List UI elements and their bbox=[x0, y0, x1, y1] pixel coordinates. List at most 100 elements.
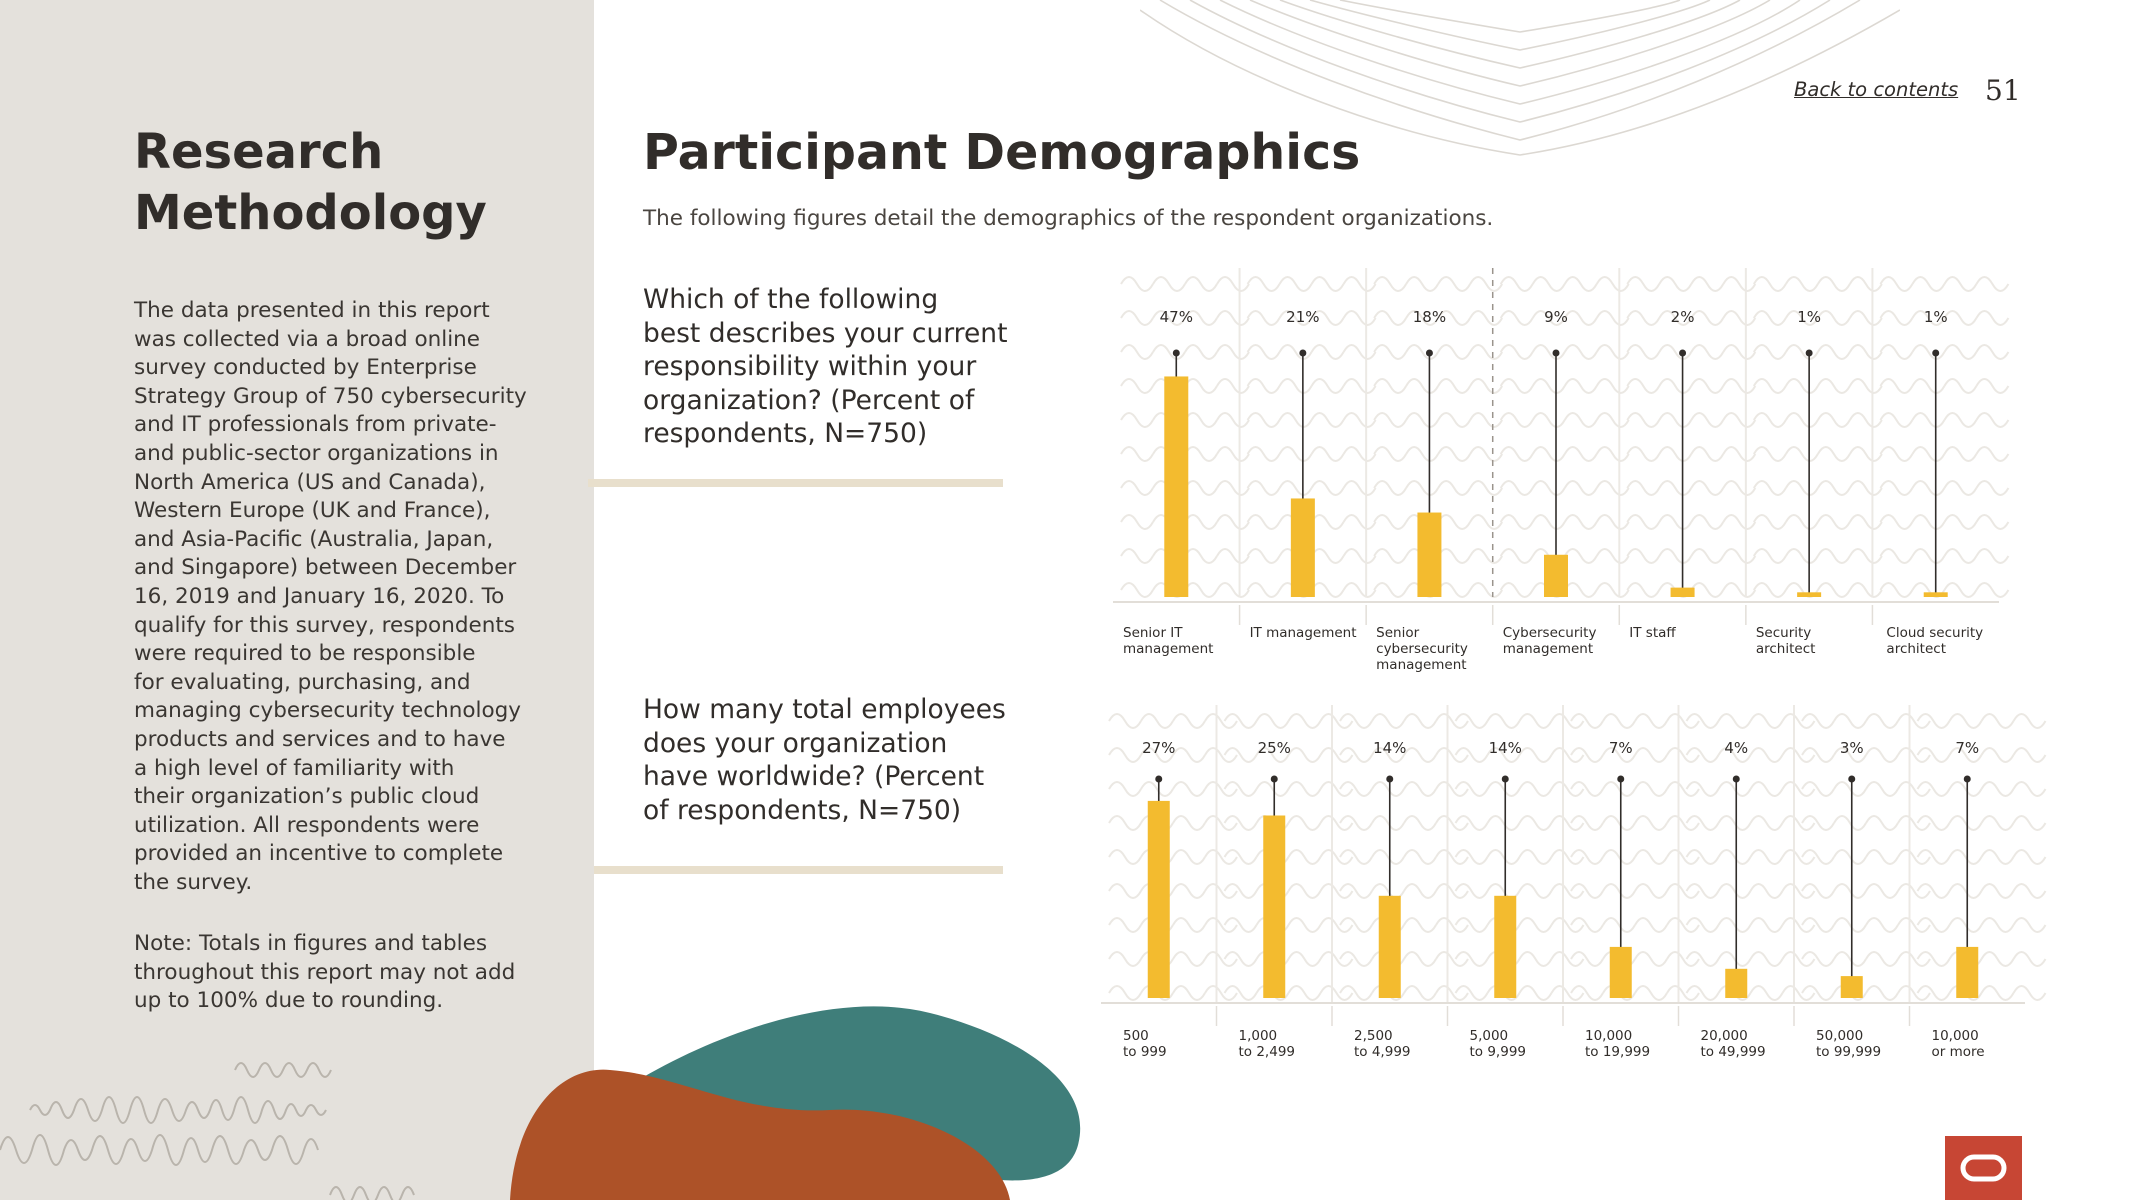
pattern-wave bbox=[1287, 883, 1322, 899]
pattern-wave bbox=[1403, 713, 1437, 729]
pattern-wave bbox=[1749, 951, 1784, 967]
pattern-wave bbox=[1435, 883, 1469, 899]
pattern-wave bbox=[1658, 412, 1693, 428]
pattern-wave bbox=[1120, 582, 1154, 598]
pattern-wave bbox=[1255, 713, 1290, 729]
pattern-wave bbox=[1595, 344, 1630, 360]
pattern-wave bbox=[1563, 582, 1598, 598]
oracle-logo-icon bbox=[1960, 1154, 2007, 1182]
pattern-wave bbox=[1943, 344, 1978, 360]
pattern-wave bbox=[1658, 514, 1693, 530]
pattern-wave bbox=[1319, 985, 1354, 1001]
pattern-wave bbox=[1781, 917, 1816, 933]
pattern-wave bbox=[1916, 815, 1951, 831]
pattern-wave bbox=[1980, 985, 2015, 1001]
bar bbox=[1147, 800, 1170, 998]
pattern-wave bbox=[1246, 446, 1281, 462]
pattern-wave bbox=[1975, 310, 2010, 326]
tick-label: to 49,999 bbox=[1701, 1044, 1766, 1060]
pattern-wave bbox=[1184, 378, 1218, 394]
pattern-wave bbox=[1833, 951, 1867, 967]
pattern-wave bbox=[1722, 310, 1757, 326]
text-line: Western Europe (UK and France), bbox=[134, 498, 491, 524]
pattern-wave bbox=[1980, 713, 2015, 729]
bar bbox=[1417, 512, 1442, 597]
pattern-wave bbox=[1403, 985, 1437, 1001]
pattern-wave bbox=[1120, 514, 1154, 530]
pattern-wave bbox=[1486, 815, 1521, 831]
background-pattern bbox=[1685, 713, 1816, 1001]
pattern-wave bbox=[1717, 951, 1752, 967]
pattern-wave bbox=[2012, 917, 2047, 933]
pattern-wave bbox=[1749, 815, 1784, 831]
methodology-text: The data presented in this report was col… bbox=[134, 297, 534, 897]
pattern-wave bbox=[1816, 548, 1851, 564]
pattern-wave bbox=[1897, 985, 1931, 1001]
pattern-wave bbox=[1666, 883, 1700, 899]
bar bbox=[1840, 976, 1863, 998]
pattern-wave bbox=[1690, 548, 1725, 564]
tick-label: 50,000 bbox=[1816, 1028, 1863, 1044]
pattern-wave bbox=[1801, 917, 1835, 933]
text-line: Strategy Group of 750 cybersecurity bbox=[134, 383, 527, 409]
background-pattern bbox=[1120, 276, 1250, 598]
pattern-wave bbox=[1626, 412, 1661, 428]
pattern-wave bbox=[1184, 548, 1218, 564]
pattern-wave bbox=[1722, 378, 1757, 394]
pattern-wave bbox=[1948, 917, 1983, 933]
pattern-wave bbox=[1310, 514, 1345, 530]
stem-dot bbox=[1425, 349, 1433, 357]
pattern-wave bbox=[1172, 883, 1206, 899]
pattern-wave bbox=[1602, 781, 1636, 797]
pattern-wave bbox=[1865, 781, 1899, 797]
text-line: survey conducted by Enterprise bbox=[134, 355, 477, 381]
pattern-wave bbox=[1570, 849, 1604, 865]
pattern-wave bbox=[1634, 883, 1668, 899]
pattern-wave bbox=[1602, 849, 1636, 865]
pattern-wave bbox=[1781, 849, 1816, 865]
pattern-wave bbox=[1634, 747, 1668, 763]
pattern-wave bbox=[1405, 276, 1440, 292]
pattern-wave bbox=[1784, 514, 1819, 530]
pattern-wave bbox=[1454, 781, 1489, 797]
pattern-wave bbox=[1371, 747, 1405, 763]
pattern-wave bbox=[1373, 412, 1408, 428]
pattern-wave bbox=[1943, 412, 1978, 428]
pattern-wave bbox=[1634, 815, 1668, 831]
pattern-wave bbox=[1437, 344, 1472, 360]
bar bbox=[1725, 968, 1748, 998]
pattern-wave bbox=[1602, 713, 1636, 729]
pattern-wave bbox=[1816, 378, 1851, 394]
divider bbox=[594, 866, 1003, 874]
pattern-wave bbox=[1781, 781, 1816, 797]
text-line: How many total employees bbox=[643, 694, 1006, 725]
pattern-wave bbox=[1223, 747, 1258, 763]
stem-dot bbox=[1963, 775, 1971, 783]
tick-label: Cybersecurity bbox=[1503, 625, 1597, 641]
tick-label: 10,000 bbox=[1932, 1028, 1979, 1044]
pattern-wave bbox=[1833, 917, 1867, 933]
pattern-wave bbox=[2012, 713, 2047, 729]
pattern-wave bbox=[1879, 514, 1914, 530]
pattern-wave bbox=[1469, 378, 1504, 394]
pattern-wave bbox=[1469, 310, 1504, 326]
pattern-wave bbox=[1216, 344, 1250, 360]
pattern-wave bbox=[1975, 446, 2010, 462]
pattern-wave bbox=[2012, 815, 2047, 831]
pattern-wave bbox=[1801, 713, 1835, 729]
pattern-wave bbox=[1499, 582, 1534, 598]
pattern-wave bbox=[1319, 883, 1354, 899]
pattern-wave bbox=[1310, 310, 1345, 326]
back-to-contents-link[interactable]: Back to contents bbox=[1794, 78, 1959, 101]
data-label: 7% bbox=[1609, 739, 1633, 757]
pattern-wave bbox=[1563, 412, 1598, 428]
pattern-wave bbox=[1204, 713, 1238, 729]
pattern-wave bbox=[1469, 276, 1504, 292]
pattern-wave bbox=[1752, 344, 1787, 360]
pattern-wave bbox=[1570, 713, 1604, 729]
pattern-wave bbox=[1405, 344, 1440, 360]
pattern-wave bbox=[1373, 582, 1408, 598]
stem-dot bbox=[1679, 349, 1687, 357]
pattern-wave bbox=[1310, 412, 1345, 428]
